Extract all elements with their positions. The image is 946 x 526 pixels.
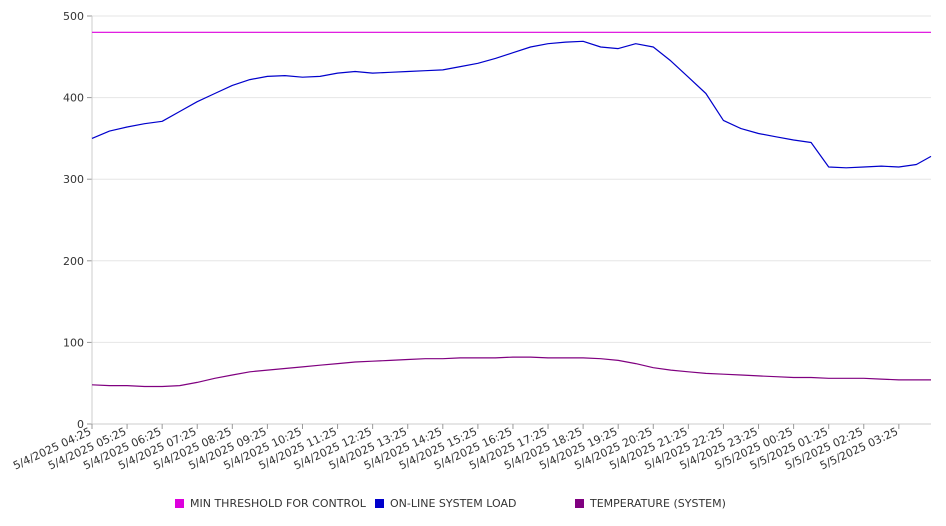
x-tick-labels: 5/4/2025 04:255/4/2025 05:255/4/2025 06:… [11, 425, 900, 473]
y-tick-label-0: 0 [77, 418, 84, 431]
series-lines [91, 31, 932, 388]
legend-label-temperature: TEMPERATURE (SYSTEM) [590, 497, 726, 510]
legend-label-min-threshold: MIN THRESHOLD FOR CONTROL [190, 497, 366, 510]
chart-legend: MIN THRESHOLD FOR CONTROL ON-LINE SYSTEM… [175, 497, 935, 513]
legend-item-temperature[interactable]: TEMPERATURE (SYSTEM) [575, 497, 726, 510]
y-tick-label-400: 400 [63, 92, 84, 105]
legend-swatch-min-threshold [175, 499, 184, 508]
y-tick-labels: 0 100 200 300 400 500 [63, 10, 84, 431]
y-tick-label-300: 300 [63, 173, 84, 186]
grid-lines [92, 15, 931, 425]
legend-swatch-system-load [375, 499, 384, 508]
y-tick-label-500: 500 [63, 10, 84, 23]
y-tick-label-100: 100 [63, 336, 84, 349]
legend-item-min-threshold[interactable]: MIN THRESHOLD FOR CONTROL [175, 497, 366, 510]
series-line-2 [91, 356, 931, 388]
axes [87, 15, 931, 429]
y-tick-label-200: 200 [63, 255, 84, 268]
legend-label-system-load: ON-LINE SYSTEM LOAD [390, 497, 517, 510]
legend-swatch-temperature [575, 499, 584, 508]
series-line-1 [91, 40, 932, 169]
legend-item-system-load[interactable]: ON-LINE SYSTEM LOAD [375, 497, 516, 510]
